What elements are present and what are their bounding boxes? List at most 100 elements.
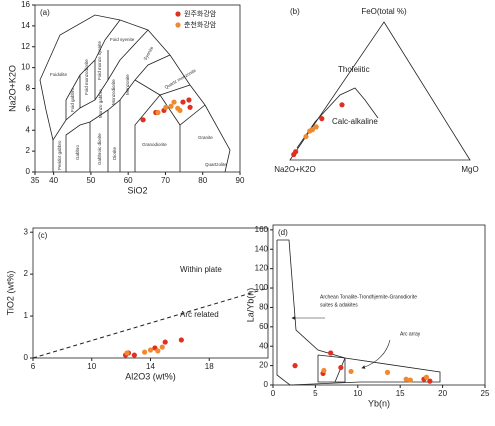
y-tick-label: 14 [21,21,30,30]
y-tick-label: 0 [264,380,269,389]
y-tick-label: 10 [21,63,30,72]
y-tick-label: 0 [26,167,31,176]
x-axis-label: Al2O3 (wt%) [125,371,176,381]
data-point [338,364,344,371]
apex-label: MgO [461,165,478,174]
data-point [147,347,154,353]
y-tick-label: 8 [26,84,31,93]
plot-frame [32,227,269,359]
data-point [159,344,165,350]
data-point [403,376,409,382]
y-tick-label: 40 [259,341,268,350]
y-tick-label: 120 [255,264,269,273]
y-tick-label: 6 [26,104,31,113]
data-point [140,117,146,123]
x-tick-label: 70 [161,176,170,185]
x-tick-label: 6 [31,362,36,371]
y-tick-label: 2 [26,146,31,155]
data-point [177,107,183,114]
y-tick-label: 140 [255,244,269,253]
boundary-line [32,287,269,359]
annotation: Arc array [400,331,421,337]
legend-label: 원주화강암 [184,9,217,18]
data-point [186,97,192,103]
y-tick-label: 100 [255,283,269,292]
y-tick-label: 16 [21,0,30,9]
tholeiitic-boundary [296,87,379,149]
y-tick-label: 0 [24,353,29,362]
panel-label: (d) [278,228,288,237]
data-point [124,350,130,356]
field-label: Monzonite [125,74,130,95]
data-point [162,339,168,345]
apex-label: Na2O+K2O [274,165,316,174]
apex-label: FeO(total %) [361,7,407,16]
x-tick-label: 0 [271,389,276,398]
field-label: Granodiorite [142,142,167,147]
x-tick-label: 90 [236,176,245,185]
field-label: Diorite [112,146,117,160]
data-point [293,149,299,155]
y-tick-label: 12 [21,42,30,51]
data-point [313,124,319,130]
field-label: Gabbroic diorite [97,133,102,165]
adakite-fields [276,239,441,386]
field-label: Peridot gabbro [57,140,62,170]
data-point [319,116,325,122]
x-tick-label: 18 [205,362,214,371]
field-label: Foid gabbro [70,87,75,112]
x-tick-label: 80 [198,176,207,185]
field-label: Gabbro [75,144,80,160]
data-point [407,377,413,383]
x-axis-label: Yb(n) [368,398,390,408]
annotation: suites & adakites [320,302,358,308]
x-tick-label: 60 [124,176,133,185]
data-point [328,350,334,356]
data-point [155,109,161,116]
y-axis-label: TiO2 (wt%) [5,271,15,316]
data-point [163,104,169,110]
tas-fields [39,14,231,173]
x-tick-label: 5 [313,389,318,398]
x-tick-label: 25 [481,389,490,398]
annotation: Tholeiitic [338,65,370,74]
y-axis-label: La/Yb(n) [245,288,255,323]
data-point [339,102,345,108]
ternary-frame [289,21,471,161]
field-label: Granite [198,135,213,140]
data-point [423,374,430,380]
field-label: Monzodiorite [111,79,116,105]
y-tick-label: 20 [259,361,268,370]
data-point [427,378,433,384]
panel-label: (a) [40,8,50,17]
y-tick-label: 3 [24,227,29,236]
y-tick-label: 60 [259,322,268,331]
data-point [178,337,184,343]
annotation: Within plate [180,265,222,274]
panel-label: (b) [290,7,300,16]
data-point [384,369,391,375]
x-tick-label: 50 [86,176,95,185]
field-label: Foidolite [50,72,68,77]
data-point [309,127,316,133]
x-axis-label: SiO2 [127,185,147,195]
y-tick-label: 80 [259,303,268,312]
field-label: Foid monzodiorite [84,59,89,95]
y-tick-label: 1 [24,311,29,320]
x-tick-label: 35 [31,176,40,185]
legend-label: 춘천화강암 [184,20,217,29]
data-point [187,104,193,110]
data-point [292,363,298,369]
y-axis-label: Na2O+K2O [7,65,17,112]
x-tick-label: 14 [146,362,155,371]
x-tick-label: 10 [87,362,96,371]
data-point [348,368,354,375]
field-label: Syenite [143,45,155,61]
data-point [171,99,177,105]
data-point [142,349,148,355]
field-label: Quartzolite [205,162,227,167]
annotation: Arc related [180,310,219,319]
y-tick-label: 4 [26,125,31,134]
legend-marker [175,11,181,17]
x-tick-label: 15 [396,389,405,398]
